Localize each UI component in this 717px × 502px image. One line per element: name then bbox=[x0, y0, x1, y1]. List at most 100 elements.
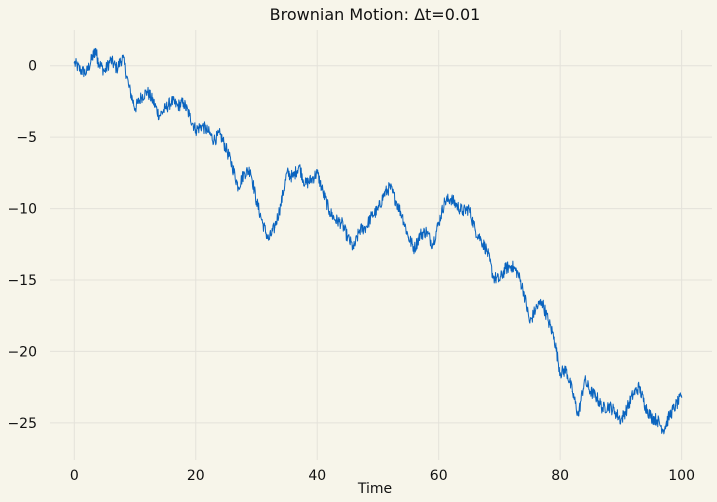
data-point bbox=[656, 419, 658, 421]
data-point bbox=[517, 272, 519, 274]
y-tick-label: 0 bbox=[28, 59, 37, 75]
data-point bbox=[498, 279, 501, 281]
data-point bbox=[225, 147, 227, 150]
data-point bbox=[231, 165, 233, 167]
y-tick-label: −20 bbox=[7, 344, 37, 360]
data-point bbox=[608, 405, 610, 407]
data-point bbox=[486, 250, 488, 253]
data-point bbox=[450, 197, 452, 200]
x-axis-ticks: 0 20 40 60 80 100 bbox=[70, 468, 695, 484]
data-point bbox=[176, 105, 179, 107]
data-point bbox=[650, 416, 652, 418]
data-point bbox=[340, 222, 343, 224]
data-point bbox=[480, 239, 482, 241]
data-point bbox=[365, 226, 367, 228]
data-point bbox=[201, 125, 203, 127]
data-point bbox=[602, 407, 604, 410]
data-point bbox=[140, 96, 142, 98]
data-point bbox=[614, 410, 616, 413]
data-point bbox=[432, 243, 434, 245]
y-tick-label: −5 bbox=[16, 130, 37, 146]
data-point bbox=[164, 107, 166, 110]
data-point bbox=[280, 205, 282, 207]
x-tick-label: 20 bbox=[187, 468, 205, 484]
data-point bbox=[413, 247, 416, 250]
data-point bbox=[292, 176, 294, 178]
data-point bbox=[146, 90, 148, 93]
data-point bbox=[523, 290, 525, 293]
data-point bbox=[183, 102, 185, 104]
data-point bbox=[94, 49, 97, 51]
data-point bbox=[189, 115, 191, 117]
data-point bbox=[85, 72, 88, 74]
data-point bbox=[128, 86, 130, 88]
series-layer bbox=[73, 47, 683, 435]
data-point bbox=[589, 390, 592, 393]
data-point bbox=[571, 390, 573, 393]
data-point bbox=[243, 172, 245, 174]
data-point bbox=[438, 222, 440, 224]
data-point bbox=[310, 179, 312, 181]
data-point bbox=[425, 230, 428, 233]
data-point bbox=[474, 229, 476, 231]
data-point bbox=[419, 233, 422, 235]
chart-title: Brownian Motion: Δt=0.01 bbox=[270, 5, 481, 24]
data-point bbox=[249, 169, 252, 171]
data-point bbox=[377, 209, 379, 211]
data-point bbox=[274, 226, 276, 228]
data-point bbox=[547, 319, 549, 321]
data-point bbox=[462, 210, 464, 213]
data-point bbox=[97, 62, 100, 64]
data-point bbox=[261, 222, 264, 224]
data-point bbox=[383, 193, 385, 195]
data-point bbox=[541, 300, 543, 303]
data-point bbox=[73, 62, 75, 64]
data-point bbox=[529, 322, 531, 324]
data-point bbox=[91, 56, 94, 58]
data-point bbox=[510, 265, 513, 267]
data-point bbox=[620, 419, 622, 421]
data-point bbox=[346, 236, 349, 238]
data-point bbox=[504, 267, 507, 270]
data-point bbox=[668, 415, 671, 417]
data-point bbox=[298, 165, 300, 167]
data-point bbox=[158, 115, 160, 117]
data-point bbox=[213, 139, 215, 141]
x-tick-label: 0 bbox=[70, 468, 79, 484]
data-point bbox=[401, 215, 403, 217]
data-point bbox=[468, 207, 470, 210]
data-point bbox=[565, 369, 567, 371]
data-point bbox=[559, 372, 561, 374]
data-point bbox=[122, 56, 124, 58]
data-point bbox=[626, 407, 628, 410]
data-point bbox=[553, 336, 555, 338]
x-tick-label: 80 bbox=[551, 468, 569, 484]
data-point bbox=[134, 107, 136, 110]
x-tick-label: 40 bbox=[308, 468, 326, 484]
data-point bbox=[170, 100, 173, 103]
data-point bbox=[456, 205, 458, 207]
data-point bbox=[268, 239, 270, 241]
data-point bbox=[328, 210, 330, 213]
data-point bbox=[644, 405, 646, 407]
y-tick-label: −25 bbox=[7, 416, 37, 432]
data-point bbox=[389, 186, 391, 188]
data-point bbox=[322, 192, 324, 194]
data-point bbox=[353, 247, 355, 250]
data-point bbox=[674, 405, 677, 407]
brownian-path-line bbox=[73, 47, 683, 435]
data-point bbox=[195, 129, 197, 131]
data-point bbox=[79, 69, 81, 71]
data-point bbox=[286, 172, 288, 174]
x-axis-label: Time bbox=[357, 481, 392, 497]
data-point bbox=[638, 386, 640, 388]
data-point bbox=[304, 183, 306, 185]
data-point bbox=[219, 133, 221, 135]
data-point bbox=[116, 67, 118, 70]
data-point bbox=[583, 379, 586, 381]
data-point bbox=[444, 200, 446, 203]
data-point bbox=[316, 172, 318, 174]
data-point bbox=[152, 100, 154, 103]
y-tick-label: −15 bbox=[7, 273, 37, 289]
